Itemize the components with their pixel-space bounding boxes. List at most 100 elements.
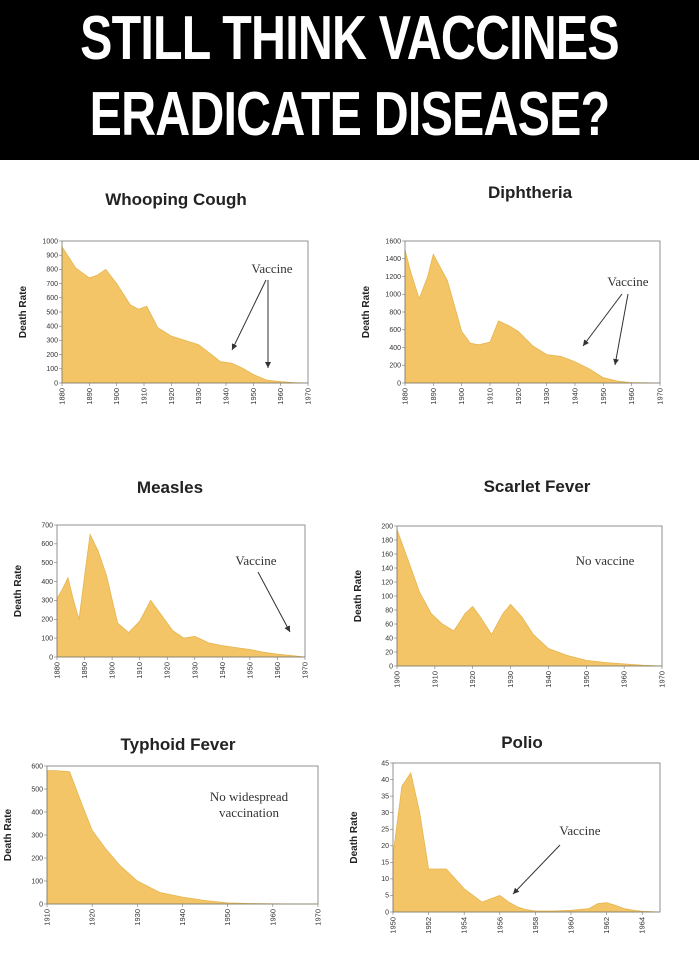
y-tick-label: 30 (381, 810, 389, 817)
y-tick-label: 200 (41, 617, 53, 624)
y-axis-label: Death Rate (353, 569, 364, 622)
y-tick-label: 400 (41, 579, 53, 586)
x-tick-label: 1910 (135, 662, 144, 679)
x-tick-label: 1958 (531, 917, 540, 934)
x-tick-label: 1960 (268, 909, 277, 926)
x-tick-label: 1900 (393, 671, 402, 688)
x-tick-label: 1920 (88, 909, 97, 926)
y-tick-label: 0 (397, 380, 401, 387)
x-tick-label: 1962 (602, 917, 611, 934)
x-tick-label: 1954 (460, 917, 469, 934)
chart-measles: Measles 0 100 200 300 400 500 600 700 1880 1890 190… (13, 478, 310, 679)
x-tick-label: 1960 (273, 662, 282, 679)
chart-polio: Polio 0 5 10 15 20 25 30 35 40 45 1950 1952 1954 1956 1… (349, 733, 661, 934)
x-tick-label: 1890 (429, 388, 438, 405)
y-tick-label: 1200 (385, 274, 401, 281)
annotation-arrow (257, 571, 291, 633)
y-tick-label: 200 (389, 363, 401, 370)
y-tick-label: 100 (41, 635, 53, 642)
x-tick-label: 1950 (389, 917, 398, 934)
chart-title: Whooping Cough (105, 190, 247, 209)
x-tick-label: 1930 (542, 388, 551, 405)
y-axis-label: Death Rate (349, 811, 360, 864)
x-tick-label: 1900 (457, 388, 466, 405)
x-tick-label: 1970 (314, 909, 323, 926)
x-tick-label: 1950 (245, 662, 254, 679)
y-tick-label: 700 (46, 281, 58, 288)
area-series (56, 533, 306, 658)
x-tick-label: 1960 (276, 388, 285, 405)
x-tick-label: 1890 (80, 662, 89, 679)
chart-typhoid-fever: Typhoid Fever 0 100 200 300 400 500 600 1910 1920… (3, 735, 323, 926)
y-tick-label: 5 (385, 893, 389, 900)
y-tick-label: 600 (389, 327, 401, 334)
x-tick-label: 1970 (301, 662, 310, 679)
x-tick-label: 1900 (108, 662, 117, 679)
x-tick-label: 1900 (112, 388, 121, 405)
y-tick-label: 900 (46, 253, 58, 260)
x-tick-label: 1880 (53, 662, 62, 679)
y-tick-label: 500 (41, 560, 53, 567)
y-tick-label: 800 (389, 309, 401, 316)
x-tick-label: 1970 (304, 388, 313, 405)
chart-title: Diphtheria (488, 183, 573, 202)
plot-frame (392, 762, 661, 913)
x-tick-label: 1960 (627, 388, 636, 405)
x-tick-label: 1890 (85, 388, 94, 405)
y-axis-label: Death Rate (3, 808, 14, 861)
charts-grid: Whooping Cough01002003004005006007008009… (3, 183, 667, 934)
y-tick-label: 700 (41, 522, 53, 529)
chart-whooping-cough: Whooping Cough 0 100 200 300 400 500 600 700 800 9… (18, 190, 313, 405)
annotation-text: Vaccine (235, 553, 276, 568)
area-series (392, 771, 661, 913)
x-tick-label: 1940 (178, 909, 187, 926)
y-tick-label: 25 (381, 827, 389, 834)
chart-title: Typhoid Fever (121, 735, 236, 754)
y-tick-label: 600 (31, 763, 43, 770)
y-tick-label: 500 (46, 309, 58, 316)
x-tick-label: 1940 (571, 388, 580, 405)
y-tick-label: 35 (381, 793, 389, 800)
headline-banner: STILL THINK VACCINES ERADICATE DISEASE? (0, 0, 699, 160)
y-tick-label: 1000 (385, 292, 401, 299)
y-tick-label: 10 (381, 876, 389, 883)
headline-line-2: ERADICATE DISEASE? (89, 80, 611, 149)
x-tick-label: 1970 (658, 671, 667, 688)
chart-scarlet-fever: Scarlet Fever 0 20 40 60 80 100 120 140 160 180 200… (353, 477, 667, 688)
y-tick-label: 0 (49, 654, 53, 661)
annotation-text: No vaccine (576, 553, 635, 568)
x-tick-label: 1880 (401, 388, 410, 405)
annotation-text: Vaccine (559, 823, 600, 838)
annotation-text: Vaccine (251, 261, 292, 276)
y-tick-label: 0 (54, 380, 58, 387)
y-tick-label: 140 (381, 565, 393, 572)
x-tick-label: 1920 (167, 388, 176, 405)
y-tick-label: 0 (39, 901, 43, 908)
y-tick-label: 200 (46, 352, 58, 359)
y-axis-label: Death Rate (18, 285, 29, 338)
y-tick-label: 300 (41, 598, 53, 605)
area-series (396, 529, 663, 667)
x-tick-label: 1950 (223, 909, 232, 926)
y-axis-label: Death Rate (13, 564, 24, 617)
annotation-text: Vaccine (607, 274, 648, 289)
x-tick-label: 1920 (163, 662, 172, 679)
area-series (404, 249, 661, 384)
y-axis-label: Death Rate (361, 285, 372, 338)
x-tick-label: 1920 (514, 388, 523, 405)
y-tick-label: 600 (46, 295, 58, 302)
y-tick-label: 400 (31, 809, 43, 816)
chart-title: Polio (501, 733, 543, 752)
x-tick-label: 1950 (249, 388, 258, 405)
annotation-arrow (512, 844, 561, 895)
chart-title: Scarlet Fever (484, 477, 591, 496)
y-tick-label: 20 (381, 843, 389, 850)
annotation-arrow (582, 293, 623, 347)
y-tick-label: 100 (31, 878, 43, 885)
annotation-arrow (231, 279, 267, 351)
y-tick-label: 0 (389, 663, 393, 670)
x-tick-label: 1940 (218, 662, 227, 679)
annotation-arrow (613, 293, 629, 366)
x-tick-label: 1950 (599, 388, 608, 405)
y-tick-label: 400 (46, 324, 58, 331)
